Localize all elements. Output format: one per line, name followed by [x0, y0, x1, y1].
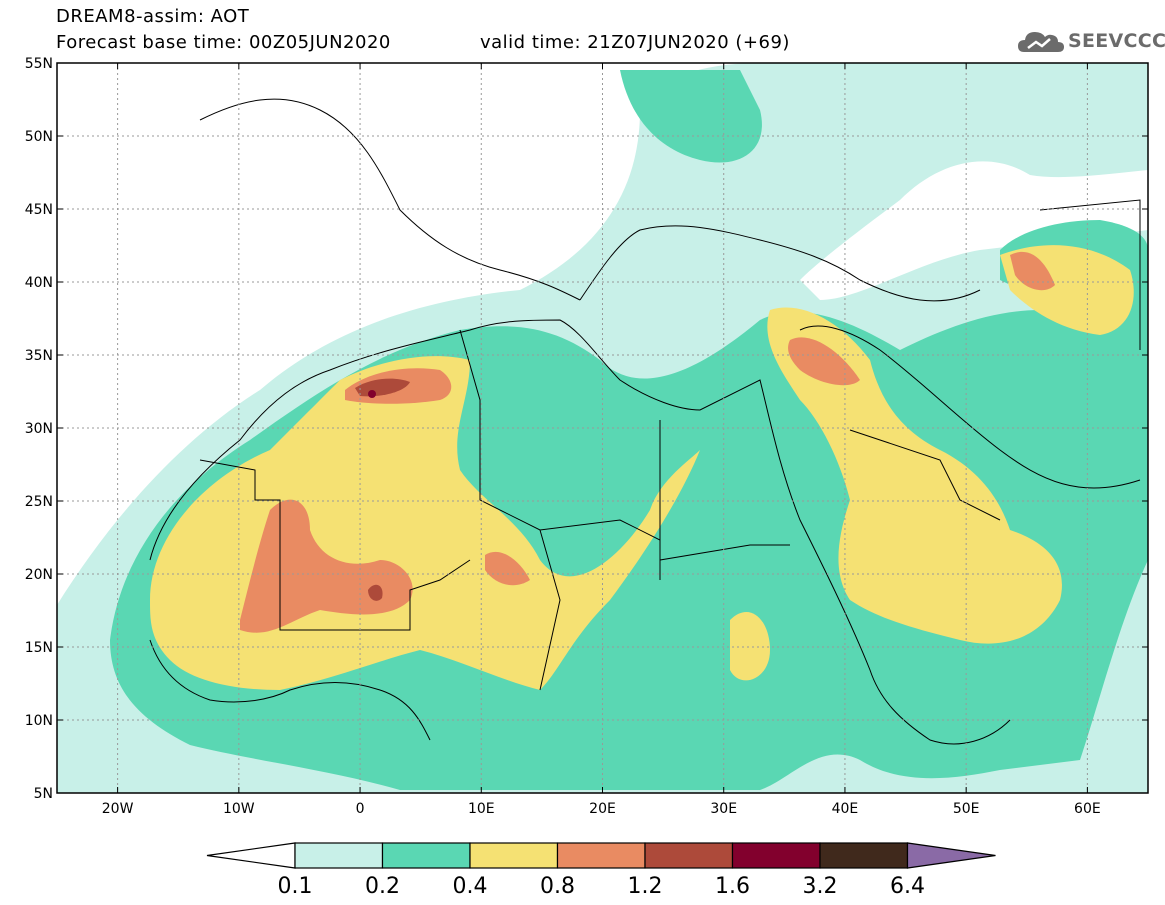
cloud-icon — [1018, 32, 1064, 52]
colorbar-label: 0.4 — [453, 874, 488, 899]
colorbar-segment — [294, 842, 384, 869]
coastlines — [149, 98, 1141, 745]
aot-field-0.8-c — [788, 337, 860, 386]
colorbar: 0.1 0.2 0.4 0.8 1.2 1.6 3.2 6.4 — [206, 842, 996, 899]
colorbar-segment — [819, 842, 909, 869]
aot-field-0.8-d — [1010, 251, 1055, 291]
valid-time: valid time: 21Z07JUN2020 (+69) — [480, 32, 790, 53]
aot-field-1.2-b — [368, 584, 383, 601]
colorbar-segment — [556, 842, 646, 869]
lon-tick-label: 50E — [953, 801, 980, 817]
logo-text: SEEVCCC — [1068, 30, 1165, 52]
colorbar-label: 0.8 — [540, 874, 575, 899]
lon-tick-label: 10E — [468, 801, 495, 817]
graticule — [57, 63, 1148, 793]
colorbar-segment — [469, 842, 559, 869]
aot-field-0.4-d — [730, 611, 770, 681]
lon-tick-label: 20W — [102, 801, 134, 817]
map-title: DREAM8-assim: AOT — [56, 6, 250, 27]
forecast-base-time: Forecast base time: 00Z05JUN2020 — [56, 32, 391, 53]
lat-tick-label: 15N — [25, 640, 53, 656]
aot-field-0.8-e — [485, 551, 530, 586]
colorbar-label: 1.6 — [715, 874, 750, 899]
colorbar-label: 0.2 — [365, 874, 400, 899]
lat-tick-label: 25N — [25, 494, 53, 510]
lat-tick-label: 5N — [34, 786, 53, 802]
lat-tick-label: 20N — [25, 567, 53, 583]
lat-tick-label: 35N — [25, 348, 53, 364]
lon-tick-label: 10W — [223, 801, 255, 817]
axis-ticks: 55N 50N 45N 40N 35N 30N 25N 20N 15N 10N 5N 20W 10W 0 1… — [25, 56, 1148, 817]
aot-field-0.8 — [240, 499, 413, 633]
colorbar-label: 0.1 — [278, 874, 313, 899]
lat-tick-label: 50N — [25, 129, 53, 145]
colorbar-max-arrow — [906, 842, 996, 869]
colorbar-segment — [381, 842, 471, 869]
seevccc-logo: SEEVCCC — [1016, 24, 1165, 60]
colorbar-min-arrow — [206, 842, 296, 869]
lat-tick-label: 30N — [25, 421, 53, 437]
aot-field-0.2-b — [620, 70, 762, 163]
lon-tick-label: 0 — [356, 801, 365, 817]
aot-field-0.4-b — [767, 307, 1062, 644]
lon-tick-label: 30E — [710, 801, 737, 817]
aot-field-1.6 — [368, 390, 376, 398]
colorbar-segment — [644, 842, 734, 869]
lon-tick-label: 60E — [1074, 801, 1101, 817]
colorbar-label: 3.2 — [803, 874, 838, 899]
lat-tick-label: 10N — [25, 713, 53, 729]
lat-tick-label: 40N — [25, 275, 53, 291]
lat-tick-label: 45N — [25, 202, 53, 218]
colorbar-segment — [731, 842, 821, 869]
lat-tick-label: 55N — [25, 56, 53, 72]
colorbar-label: 6.4 — [890, 874, 925, 899]
colorbar-label: 1.2 — [628, 874, 663, 899]
lon-tick-label: 20E — [589, 801, 616, 817]
lon-tick-label: 40E — [832, 801, 859, 817]
